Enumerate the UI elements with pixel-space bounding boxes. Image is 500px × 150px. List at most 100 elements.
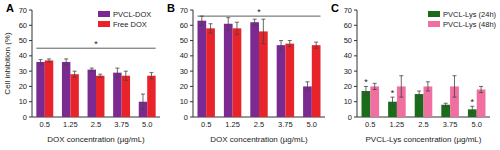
- error-cap: [253, 19, 257, 20]
- x-tick-label: 2.5: [418, 120, 428, 129]
- error-line: [374, 83, 375, 89]
- error-bar: [417, 91, 421, 97]
- y-tick-label: 40: [19, 51, 27, 60]
- error-cap: [364, 95, 368, 96]
- error-cap: [209, 23, 213, 24]
- error-bar: [209, 24, 213, 33]
- error-bar: [98, 74, 102, 77]
- y-tick-label: 30: [344, 67, 352, 76]
- figure: A0102030405060700.51.252.53.755.0DOX con…: [0, 0, 500, 150]
- error-line: [392, 97, 393, 106]
- error-cap: [47, 61, 51, 62]
- x-tick-label: 0.5: [201, 120, 211, 129]
- error-cap: [279, 40, 283, 41]
- error-cap: [426, 81, 430, 82]
- y-tick: [354, 86, 357, 87]
- error-cap: [444, 103, 448, 104]
- y-axis-label: Cell inhibition (%): [3, 32, 12, 95]
- legend: PVCL-DOXFree DOX: [98, 10, 151, 29]
- error-bar: [391, 97, 395, 106]
- y-tick-label: 50: [19, 36, 27, 45]
- bar: [415, 94, 424, 117]
- error-line: [427, 82, 428, 91]
- error-line: [419, 91, 420, 97]
- y-axis: [32, 10, 33, 117]
- error-cap: [226, 17, 230, 18]
- bar: [370, 86, 379, 117]
- error-line: [228, 18, 229, 30]
- bar: [441, 105, 450, 117]
- error-cap: [141, 94, 145, 95]
- error-bar: [141, 94, 145, 109]
- error-cap: [115, 68, 119, 69]
- legend-swatch: [428, 21, 440, 27]
- y-tick-label: 10: [344, 97, 352, 106]
- panel: C0102030405060700.51.252.53.755.0PVCL-Ly…: [331, 2, 497, 144]
- bar: [224, 24, 233, 117]
- legend-label: Free DOX: [113, 20, 147, 29]
- y-tick: [29, 55, 32, 56]
- error-cap: [470, 112, 474, 113]
- error-cap: [149, 72, 153, 73]
- error-cap: [47, 58, 51, 59]
- error-cap: [64, 58, 68, 59]
- error-line: [142, 94, 143, 109]
- error-cap: [253, 25, 257, 26]
- error-line: [100, 74, 101, 77]
- bar: [96, 76, 104, 117]
- error-cap: [98, 74, 102, 75]
- y-tick-label: 20: [344, 82, 352, 91]
- legend-label: PVCL-DOX: [113, 10, 151, 19]
- y-tick-label: 70: [180, 6, 188, 15]
- error-bar: [64, 59, 68, 65]
- bar: [477, 89, 486, 117]
- x-tick-label: 3.75: [443, 120, 458, 129]
- error-bar: [39, 60, 43, 65]
- x-tick-label: 1.25: [63, 120, 78, 129]
- y-tick-label: 60: [344, 21, 352, 30]
- legend: PVCL-Lys (24h)PVCL-Lys (48h): [428, 10, 497, 29]
- error-line: [481, 86, 482, 92]
- panel-title: B: [167, 2, 175, 14]
- x-tick-label: 5.0: [307, 120, 317, 129]
- error-bar: [73, 71, 77, 77]
- error-bar: [124, 71, 128, 80]
- error-line: [454, 76, 455, 97]
- y-tick-label: 20: [180, 82, 188, 91]
- marks: [362, 76, 486, 117]
- error-bar: [261, 19, 265, 43]
- error-line: [210, 24, 211, 33]
- error-cap: [314, 48, 318, 49]
- error-line: [365, 86, 366, 95]
- error-bar: [200, 16, 204, 25]
- error-bar: [47, 59, 51, 62]
- significance: *: [257, 7, 261, 17]
- y-tick-label: 20: [19, 82, 27, 91]
- bar: [197, 21, 206, 117]
- error-cap: [98, 77, 102, 78]
- y-tick-label: 50: [180, 36, 188, 45]
- bar: [45, 60, 53, 117]
- y-tick-label: 70: [19, 6, 27, 15]
- error-cap: [288, 40, 292, 41]
- x-tick-label: 5.0: [471, 120, 481, 129]
- y-tick: [190, 40, 193, 41]
- legend-label: PVCL-Lys (24h): [443, 10, 497, 19]
- error-line: [289, 41, 290, 47]
- y-tick-label: 40: [344, 51, 352, 60]
- y-tick-label: 30: [180, 67, 188, 76]
- y-tick-label: 10: [180, 97, 188, 106]
- y-tick: [29, 25, 32, 26]
- bar: [113, 73, 121, 117]
- x-axis-label: PVCL-Lys concentration (µg/mL): [366, 135, 482, 144]
- error-bar: [444, 103, 448, 106]
- error-bar: [314, 42, 318, 48]
- y-tick: [354, 25, 357, 26]
- error-line: [236, 22, 237, 34]
- bar: [206, 28, 215, 117]
- error-cap: [200, 25, 204, 26]
- y-tick-label: 0: [184, 113, 188, 122]
- error-bar: [426, 82, 430, 91]
- error-line: [91, 68, 92, 71]
- error-cap: [426, 91, 430, 92]
